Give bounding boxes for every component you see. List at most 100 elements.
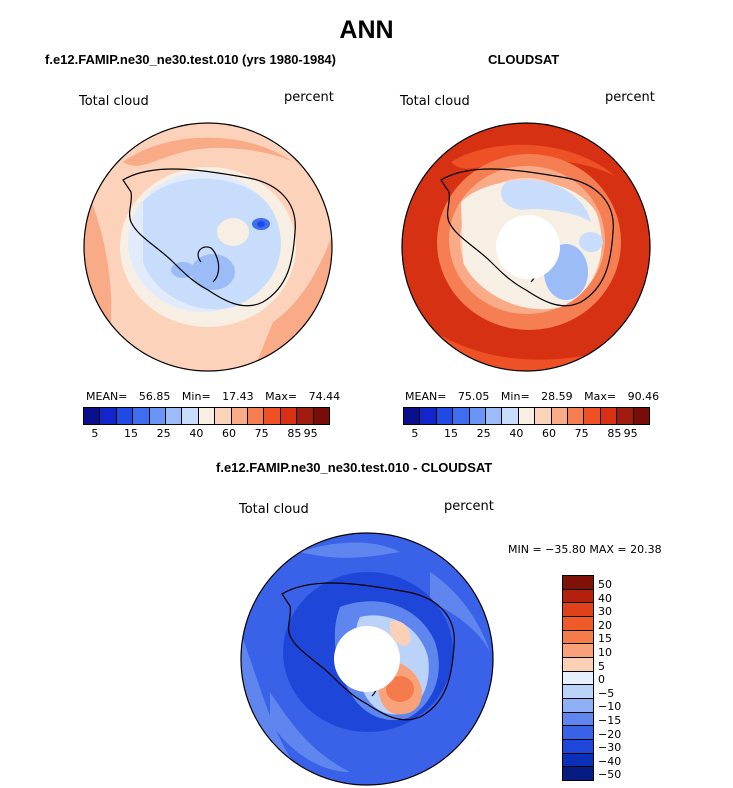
model-colorbar-tick: 25 bbox=[156, 427, 171, 440]
model-colorbar-swatch bbox=[84, 408, 101, 424]
diff-colorbar-tick: 0 bbox=[598, 673, 605, 687]
diff-colorbar-tick: 15 bbox=[598, 632, 612, 646]
model-colorbar-swatch bbox=[100, 408, 117, 424]
diff-colorbar-swatch bbox=[563, 658, 593, 672]
diff-colorbar-swatch bbox=[563, 712, 593, 727]
diff-colorbar-swatch bbox=[563, 671, 593, 686]
model-min-label: Min= bbox=[181, 390, 211, 403]
obs-colorbar-swatch bbox=[469, 408, 487, 424]
obs-colorbar-tick: 5 bbox=[411, 427, 419, 440]
obs-colorbar bbox=[403, 407, 650, 425]
diff-stats: MIN = −35.80 MAX = 20.38 bbox=[508, 543, 662, 556]
obs-colorbar-swatch bbox=[420, 408, 437, 424]
obs-units-label: percent bbox=[605, 90, 655, 105]
diff-colorbar-swatch bbox=[563, 699, 593, 713]
diff-colorbar-swatch bbox=[563, 767, 593, 781]
diff-variable-label: Total cloud bbox=[239, 502, 309, 517]
diff-colorbar-tick: 40 bbox=[598, 591, 612, 605]
obs-max-label: Max= bbox=[584, 390, 617, 403]
diff-colorbar-swatch bbox=[563, 617, 593, 631]
obs-colorbar-swatch bbox=[404, 408, 421, 424]
diff-colorbar-tick: −5 bbox=[598, 686, 615, 700]
obs-colorbar-swatch bbox=[518, 408, 536, 424]
obs-colorbar-swatch bbox=[502, 408, 519, 424]
obs-colorbar-swatch bbox=[617, 408, 634, 424]
obs-colorbar-tick: 25 bbox=[476, 427, 491, 440]
model-mean-value: 56.85 bbox=[138, 390, 171, 403]
diff-colorbar-swatch bbox=[563, 576, 593, 590]
model-colorbar-tick: 75 bbox=[254, 427, 269, 440]
model-colorbar bbox=[83, 407, 330, 425]
obs-colorbar-swatch bbox=[453, 408, 470, 424]
obs-mean-value: 75.05 bbox=[457, 390, 490, 403]
model-colorbar-tick: 5 bbox=[91, 427, 99, 440]
model-colorbar-swatch bbox=[198, 408, 216, 424]
diff-colorbar-tick: 50 bbox=[598, 578, 612, 591]
model-max-label: Max= bbox=[265, 390, 298, 403]
model-max-value: 74.44 bbox=[308, 390, 341, 403]
diff-panel-title: f.e12.FAMIP.ne30_ne30.test.010 - CLOUDSA… bbox=[216, 460, 493, 475]
obs-colorbar-swatch bbox=[535, 408, 552, 424]
model-polar-map bbox=[83, 122, 333, 372]
diff-colorbar bbox=[562, 575, 594, 781]
obs-mean-label: MEAN= bbox=[405, 390, 447, 403]
model-colorbar-swatch bbox=[182, 408, 199, 424]
diff-colorbar-swatch bbox=[563, 740, 593, 754]
diff-colorbar-tick: −30 bbox=[598, 741, 622, 755]
diff-colorbar-swatch bbox=[563, 685, 593, 700]
diff-colorbar-tick: −20 bbox=[598, 727, 622, 741]
diff-colorbar-swatch bbox=[563, 644, 593, 659]
model-variable-label: Total cloud bbox=[79, 94, 149, 109]
model-colorbar-swatch bbox=[297, 408, 314, 424]
obs-colorbar-tick: 40 bbox=[509, 427, 524, 440]
diff-colorbar-tick: 5 bbox=[598, 659, 605, 673]
main-title: ANN bbox=[339, 16, 394, 44]
model-colorbar-tick: 85 bbox=[287, 427, 302, 440]
model-colorbar-tick: 15 bbox=[124, 427, 138, 440]
diff-polar-map bbox=[240, 532, 494, 786]
model-colorbar-swatch bbox=[248, 408, 265, 424]
obs-colorbar-swatch bbox=[436, 408, 454, 424]
diff-colorbar-tick: 10 bbox=[598, 646, 612, 659]
obs-colorbar-swatch bbox=[633, 408, 650, 424]
diff-colorbar-tick: −10 bbox=[598, 700, 622, 714]
obs-polar-map bbox=[401, 122, 651, 372]
obs-colorbar-tick: 95 bbox=[623, 427, 638, 440]
obs-colorbar-tick: 15 bbox=[444, 427, 458, 440]
model-colorbar-swatch bbox=[280, 408, 298, 424]
obs-colorbar-tick: 85 bbox=[607, 427, 622, 440]
diff-colorbar-swatch bbox=[563, 589, 593, 604]
diff-colorbar-tick: −40 bbox=[598, 754, 622, 768]
diff-colorbar-tick: 30 bbox=[598, 605, 612, 619]
model-mean-label: MEAN= bbox=[86, 390, 128, 403]
diff-colorbar-tick: −50 bbox=[598, 768, 622, 782]
obs-panel-title: CLOUDSAT bbox=[488, 52, 560, 67]
diff-colorbar-tick: −15 bbox=[598, 714, 622, 727]
diff-colorbar-tick: 20 bbox=[598, 618, 612, 632]
obs-min-value: 28.59 bbox=[541, 390, 573, 403]
model-units-label: percent bbox=[284, 90, 334, 105]
diff-units-label: percent bbox=[444, 499, 494, 514]
model-colorbar-swatch bbox=[166, 408, 183, 424]
model-colorbar-swatch bbox=[231, 408, 249, 424]
obs-colorbar-swatch bbox=[600, 408, 618, 424]
obs-min-label: Min= bbox=[500, 390, 530, 403]
obs-colorbar-tick: 60 bbox=[542, 427, 556, 440]
model-panel-title: f.e12.FAMIP.ne30_ne30.test.010 (yrs 1980… bbox=[45, 52, 336, 67]
model-colorbar-swatch bbox=[133, 408, 150, 424]
model-colorbar-tick: 95 bbox=[303, 427, 318, 440]
obs-colorbar-swatch bbox=[486, 408, 503, 424]
model-colorbar-tick: 40 bbox=[189, 427, 204, 440]
obs-colorbar-tick: 75 bbox=[574, 427, 589, 440]
diff-colorbar-swatch bbox=[563, 753, 593, 768]
model-colorbar-swatch bbox=[116, 408, 134, 424]
model-min-value: 17.43 bbox=[222, 390, 254, 403]
obs-max-value: 90.46 bbox=[627, 390, 660, 403]
diff-colorbar-swatch bbox=[563, 603, 593, 618]
obs-colorbar-swatch bbox=[568, 408, 585, 424]
obs-colorbar-swatch bbox=[551, 408, 569, 424]
diff-colorbar-swatch bbox=[563, 630, 593, 645]
model-stats: MEAN= 56.85 Min= 17.43 Max= 74.44 bbox=[86, 390, 340, 403]
obs-variable-label: Total cloud bbox=[400, 94, 470, 109]
model-colorbar-swatch bbox=[149, 408, 167, 424]
